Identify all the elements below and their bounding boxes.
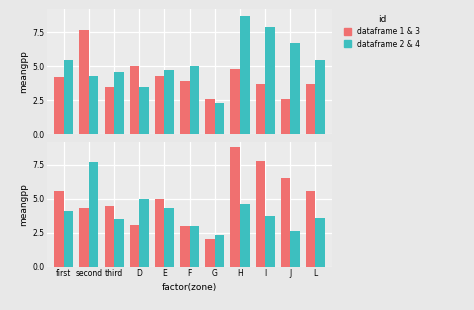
Bar [130,66,139,134]
Bar [139,87,149,134]
Bar [54,191,64,267]
Bar [79,30,89,134]
Bar [255,161,265,267]
Bar [215,235,224,267]
Bar [306,84,315,134]
Bar [64,60,73,134]
Bar [54,77,64,134]
Bar [105,87,114,134]
Bar [315,60,325,134]
Bar [164,208,174,267]
Bar [290,43,300,134]
Bar [281,99,290,134]
Bar [230,69,240,134]
Bar [240,204,249,267]
Bar [290,231,300,267]
Bar [114,72,124,134]
Bar [139,199,149,267]
X-axis label: factor(zone): factor(zone) [162,282,217,291]
Y-axis label: meangpp: meangpp [19,50,28,93]
Bar [255,84,265,134]
Bar [164,70,174,134]
Bar [306,191,315,267]
Bar [114,219,124,267]
Bar [105,206,114,267]
Bar [155,76,164,134]
Bar [190,66,199,134]
Bar [79,208,89,267]
Bar [265,216,274,267]
Bar [205,239,215,267]
Bar [180,226,190,267]
Bar [155,199,164,267]
Bar [180,81,190,134]
Bar [89,162,99,267]
Bar [315,218,325,267]
Legend: dataframe 1 & 3, dataframe 2 & 4: dataframe 1 & 3, dataframe 2 & 4 [341,13,423,51]
Y-axis label: meangpp: meangpp [19,183,28,226]
Bar [240,16,249,134]
Bar [190,226,199,267]
Bar [265,27,274,134]
Bar [281,178,290,267]
Bar [205,99,215,134]
Bar [130,224,139,267]
Bar [89,76,99,134]
Bar [215,103,224,134]
Bar [64,211,73,267]
Bar [230,147,240,267]
